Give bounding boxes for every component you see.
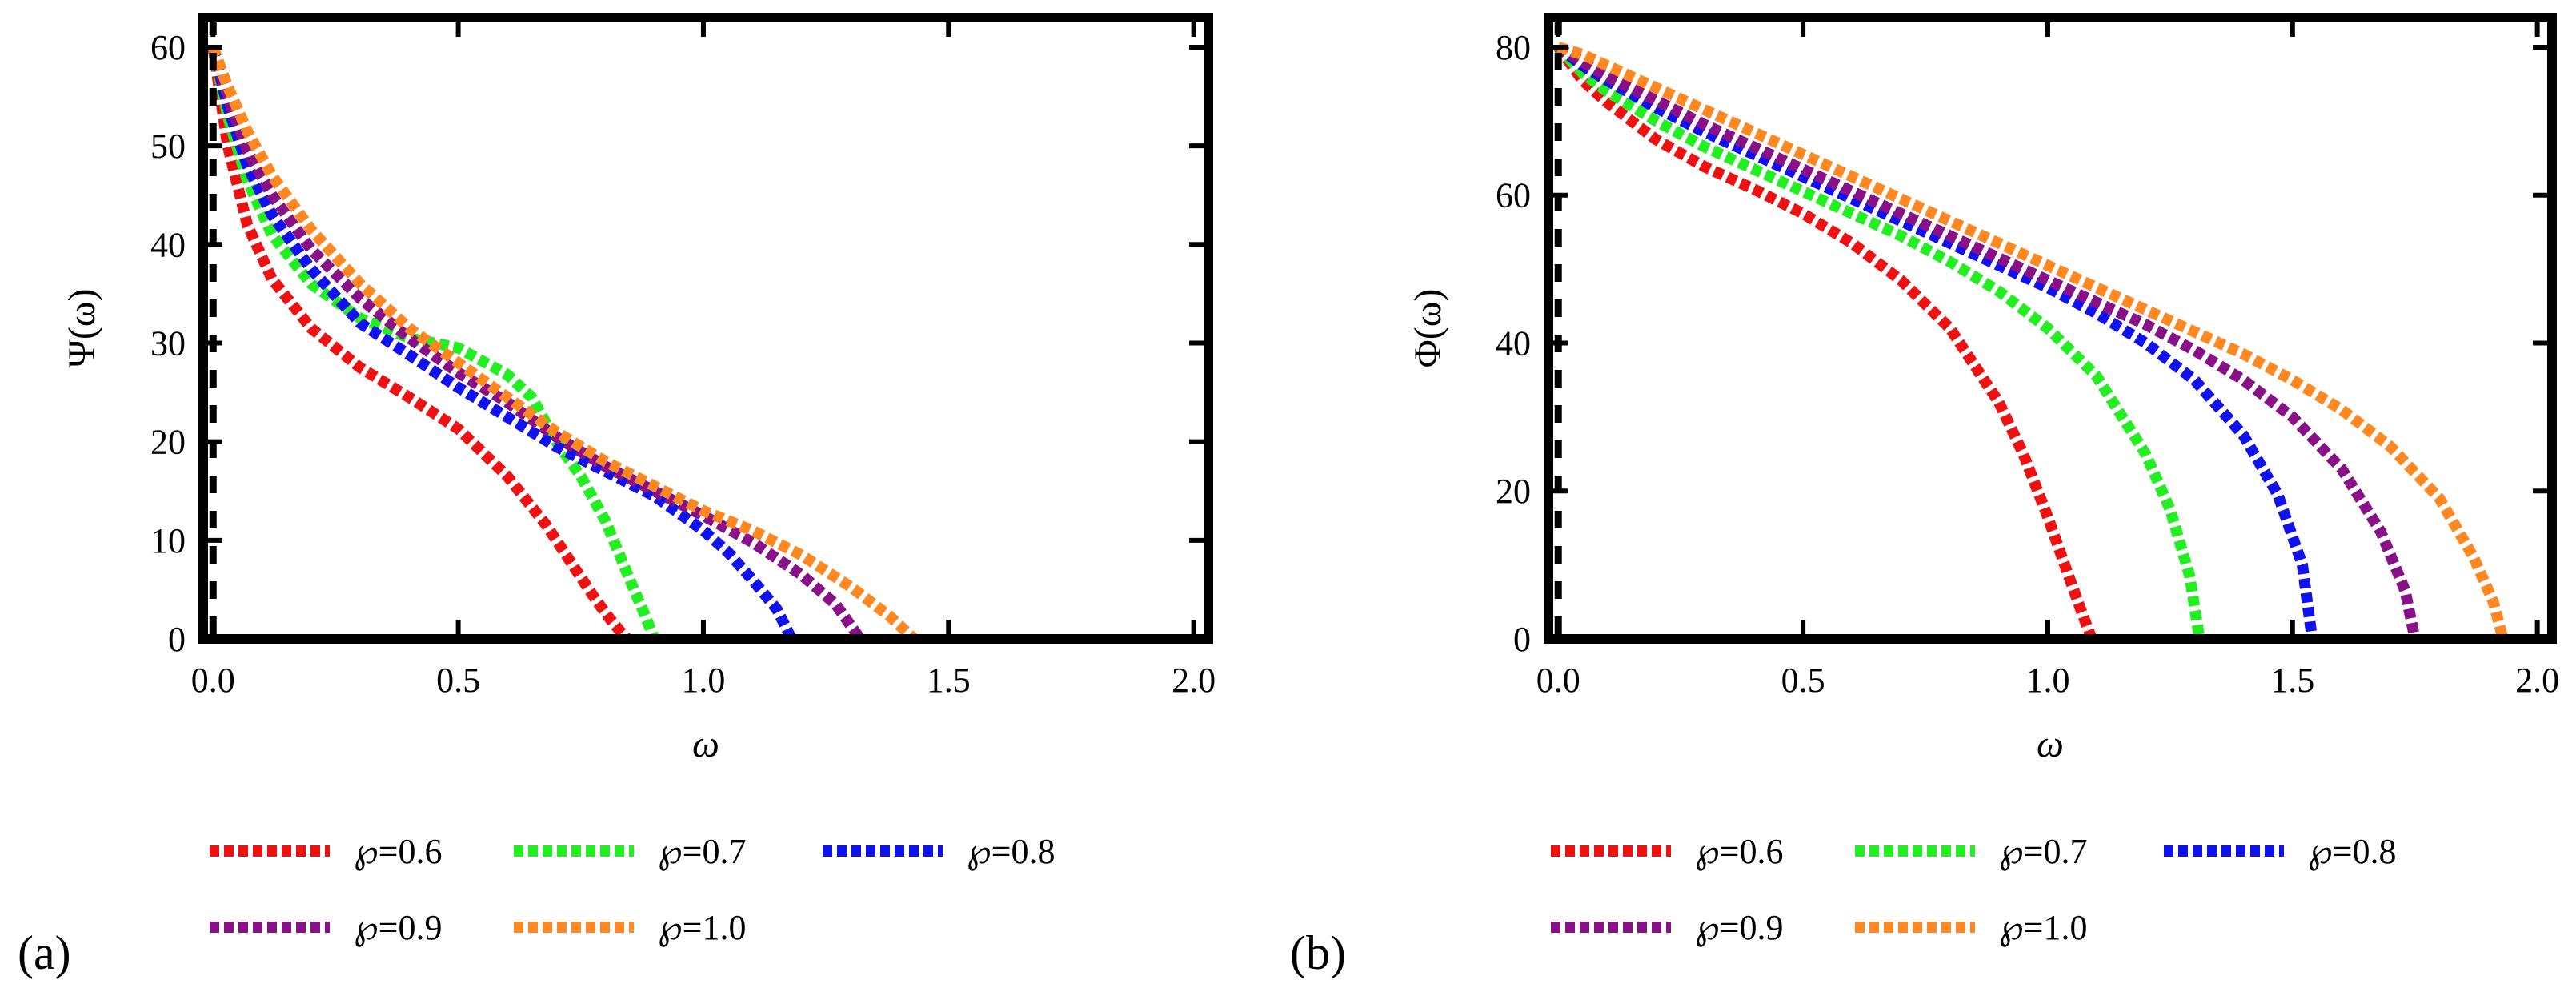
x-axis-label: ω (2037, 723, 2064, 765)
series-line-0.6 (1553, 43, 2097, 641)
y-tick-label: 40 (150, 225, 186, 264)
legend-label: ℘=0.7 (658, 832, 747, 871)
y-tick-label: 60 (1496, 176, 1531, 215)
y-tick-label: 40 (1496, 323, 1531, 363)
legend: ℘=0.6 ℘=0.7 ℘=0.8 ℘=0.9 ℘=1.0 (1551, 832, 2397, 947)
series-line-1.0 (1556, 42, 2509, 641)
legend-label: ℘=0.6 (354, 832, 443, 871)
y-tick-label: 20 (150, 423, 186, 462)
y-tick-label: 80 (1496, 28, 1531, 67)
plot-frame (1544, 13, 2557, 644)
x-tick-label: 1.5 (2270, 661, 2314, 700)
panel-label: (a) (18, 926, 71, 979)
x-tick-label: 2.0 (1172, 661, 1216, 700)
legend-label: ℘=1.0 (1999, 908, 2088, 947)
series-line-0.7 (207, 46, 660, 641)
y-tick-label: 20 (1496, 472, 1531, 511)
x-tick-label: 1.0 (2025, 661, 2069, 700)
x-axis-label: ω (692, 723, 719, 765)
legend: ℘=0.6 ℘=0.7 ℘=0.8 ℘=0.9 ℘=1.0 (210, 832, 1056, 947)
y-axis-label: Ψ(ω) (61, 289, 103, 368)
x-tick-label: 1.0 (681, 661, 725, 700)
x-tick-label: 0.0 (1536, 661, 1580, 700)
legend-label: ℘=0.8 (967, 832, 1056, 871)
series-group (1553, 42, 2509, 641)
y-tick-label: 0 (168, 620, 186, 659)
series-line-1.0 (207, 45, 919, 644)
x-tick-label: 2.0 (2515, 661, 2559, 700)
series-line-0.7 (1554, 43, 2205, 641)
legend-label: ℘=0.6 (1695, 832, 1784, 871)
y-axis-label: Φ(ω) (1407, 289, 1449, 368)
x-tick-label: 1.5 (927, 661, 971, 700)
y-tick-label: 30 (150, 323, 186, 363)
x-tick-label: 0.0 (191, 661, 235, 700)
legend-label: ℘=0.8 (2308, 832, 2397, 871)
y-tick-label: 10 (150, 521, 186, 560)
legend-label: ℘=0.9 (1695, 908, 1784, 947)
series-line-0.9 (207, 46, 865, 643)
y-tick-label: 0 (1513, 620, 1531, 659)
series-group (207, 45, 919, 644)
legend-label: ℘=0.7 (1999, 832, 2088, 871)
legend-label: ℘=1.0 (658, 908, 747, 947)
plot-frame (198, 13, 1213, 644)
x-tick-label: 0.5 (1781, 661, 1825, 700)
panel-label: (b) (1290, 926, 1346, 979)
series-line-0.6 (207, 46, 632, 643)
y-tick-label: 50 (150, 127, 186, 166)
series-line-0.8 (207, 46, 797, 642)
series-line-0.8 (1554, 42, 2318, 640)
series-line-0.9 (1555, 42, 2421, 641)
y-tick-label: 60 (150, 28, 186, 67)
legend-label: ℘=0.9 (354, 908, 443, 947)
x-tick-label: 0.5 (436, 661, 480, 700)
